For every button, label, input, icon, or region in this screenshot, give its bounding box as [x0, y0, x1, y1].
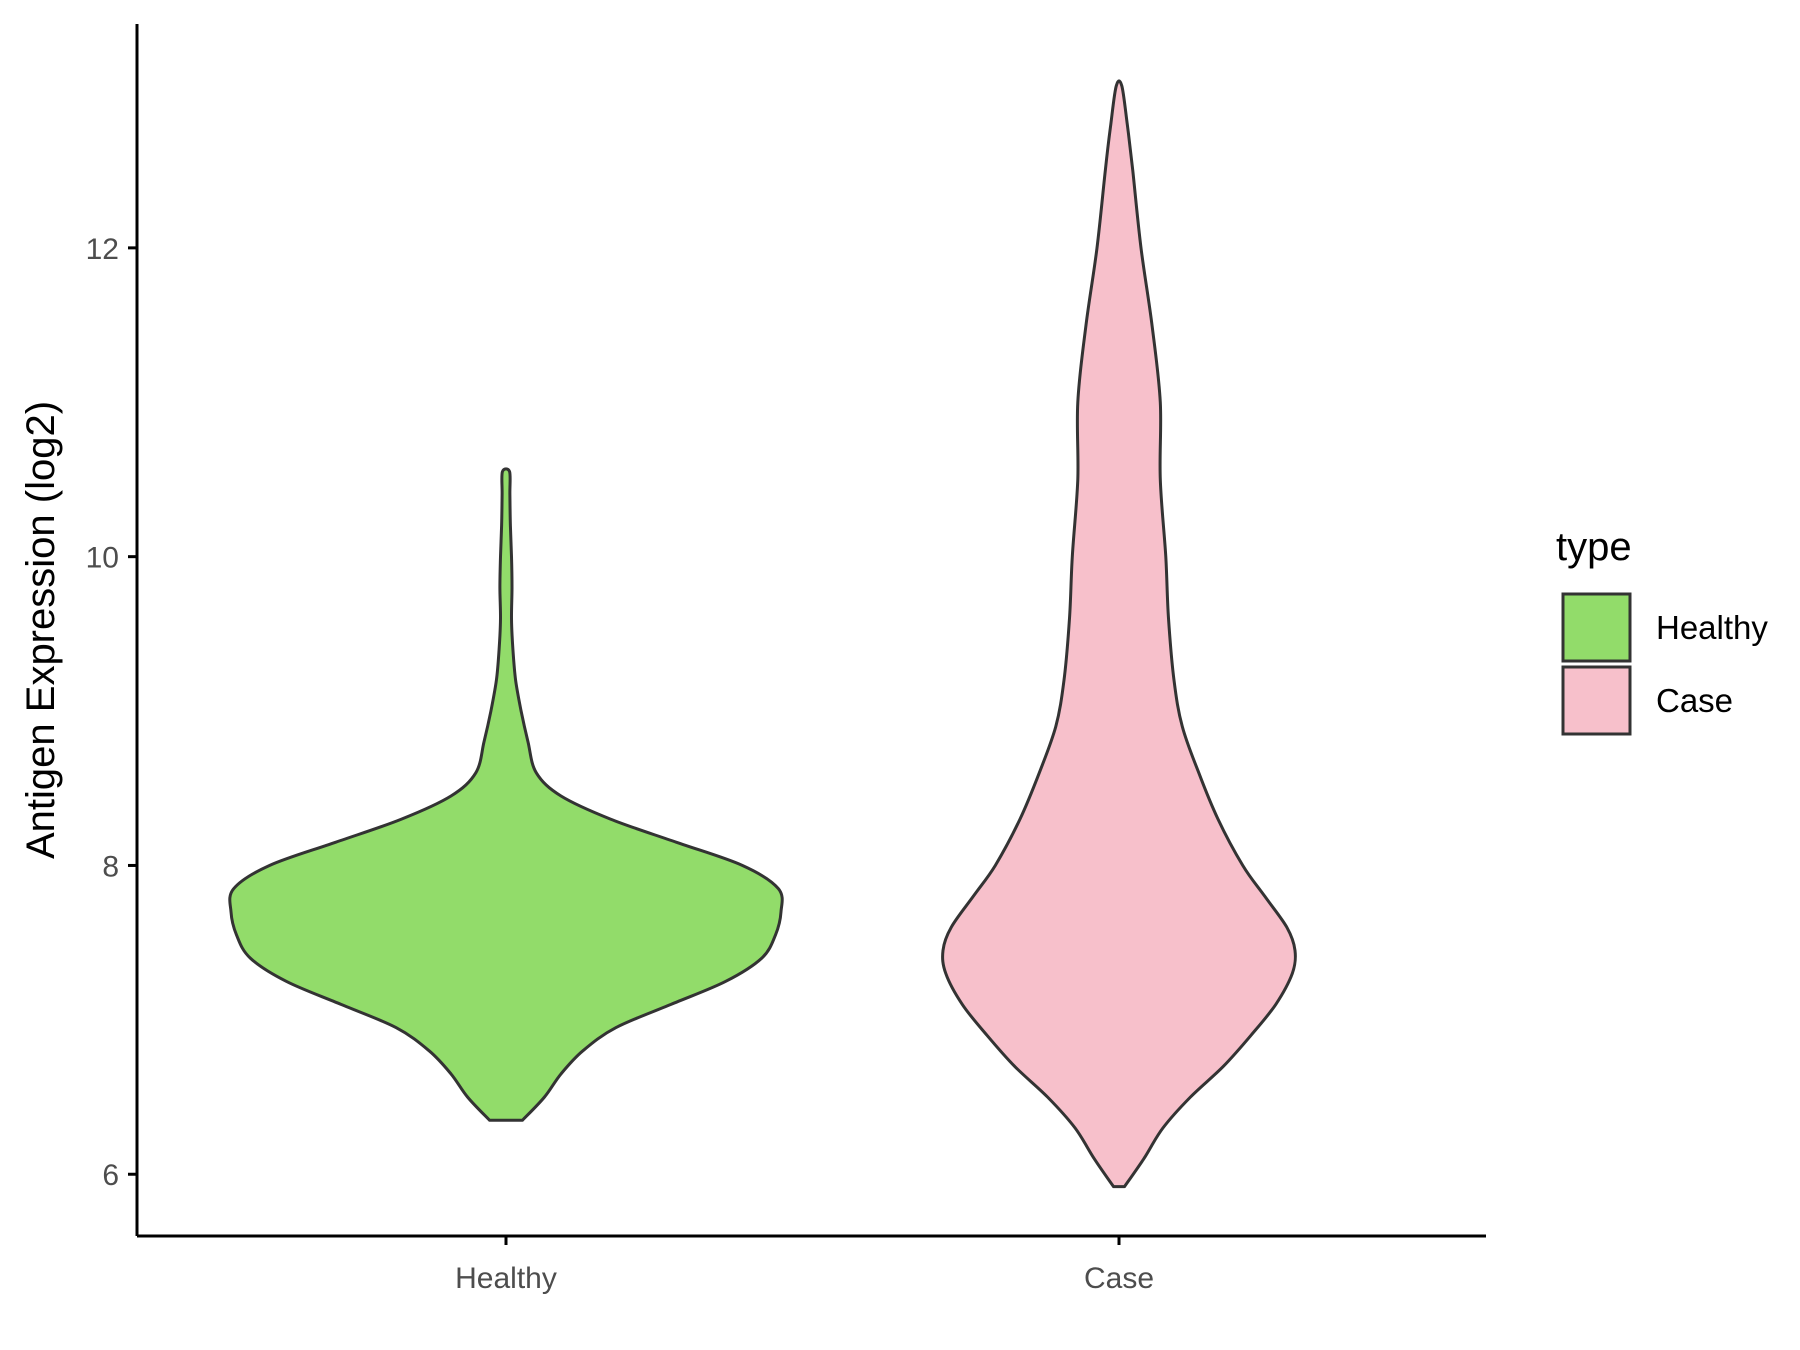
y-tick-label: 8 [102, 850, 119, 883]
violin-healthy [228, 467, 784, 1122]
legend-label-case: Case [1656, 682, 1733, 719]
y-tick-label: 12 [86, 233, 119, 266]
legend-swatch-case [1561, 665, 1632, 736]
x-tick-label: Healthy [455, 1262, 557, 1295]
legend-label-healthy: Healthy [1656, 609, 1768, 646]
axes-layer [135, 24, 1486, 1238]
y-ticks: 6 8 10 12 [86, 233, 137, 1192]
x-tick-label: Case [1084, 1262, 1154, 1295]
violins-layer [228, 79, 1297, 1189]
x-ticks: Healthy Case [455, 1236, 1154, 1295]
legend-swatch-healthy [1561, 592, 1632, 663]
violin-case [941, 79, 1297, 1189]
y-tick-label: 6 [102, 1159, 119, 1192]
legend: type Healthy Case [1556, 525, 1768, 736]
y-axis-title: Antigen Expression (log2) [19, 401, 63, 859]
y-tick-label: 10 [86, 542, 119, 575]
legend-title: type [1556, 525, 1632, 569]
